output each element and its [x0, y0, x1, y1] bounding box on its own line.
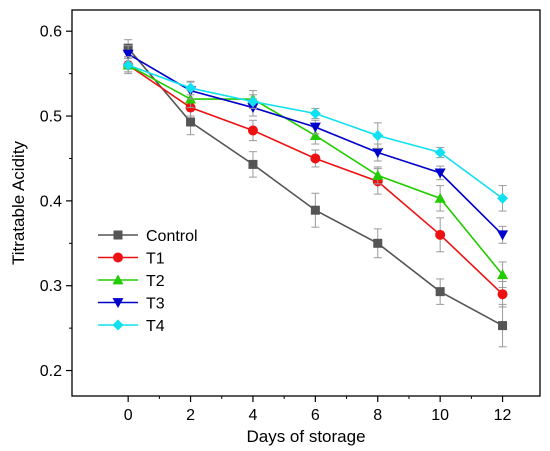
- series-line: [127, 47, 503, 327]
- data-point: [497, 192, 509, 204]
- legend-label: T3: [146, 296, 165, 313]
- data-point: [372, 130, 384, 142]
- data-point: [309, 107, 321, 119]
- y-tick-label: 0.2: [40, 363, 62, 380]
- data-point: [185, 82, 197, 94]
- data-point: [497, 269, 509, 280]
- data-point: [372, 148, 384, 159]
- y-axis: 0.2 0.3 0.4 0.5 0.6: [40, 24, 72, 380]
- series-t4: [122, 56, 509, 212]
- data-point: [373, 238, 383, 248]
- data-point: [186, 117, 196, 127]
- series-layer: [122, 39, 509, 348]
- x-tick-label: 12: [494, 407, 512, 424]
- data-point: [310, 205, 320, 215]
- legend-label: Control: [146, 228, 198, 245]
- data-point: [247, 125, 258, 136]
- data-point: [434, 168, 446, 179]
- x-tick-label: 2: [186, 407, 195, 424]
- y-tick-label: 0.6: [40, 24, 62, 41]
- legend-item-t1: T1: [98, 251, 165, 268]
- series-control: [123, 39, 508, 348]
- legend-marker: [113, 252, 123, 263]
- data-point: [122, 49, 134, 60]
- data-point: [435, 229, 446, 240]
- legend-label: T1: [146, 251, 165, 268]
- data-point: [434, 147, 446, 159]
- y-tick-label: 0.5: [40, 109, 62, 126]
- legend-marker: [112, 298, 124, 308]
- x-axis-title: Days of storage: [246, 427, 365, 446]
- legend: Control T1 T2 T3 T4: [98, 228, 198, 335]
- legend-marker: [112, 274, 124, 285]
- series-t2: [122, 57, 509, 288]
- x-tick-label: 0: [124, 407, 133, 424]
- legend-label: T4: [146, 318, 165, 335]
- data-point: [497, 230, 509, 241]
- data-point: [309, 122, 321, 133]
- data-point: [247, 96, 259, 108]
- legend-label: T2: [146, 273, 165, 290]
- x-tick-label: 8: [373, 407, 382, 424]
- data-point: [310, 153, 321, 164]
- y-axis-title: Titratable Acidity: [9, 140, 28, 265]
- legend-item-t3: T3: [98, 296, 165, 313]
- y-tick-label: 0.4: [40, 193, 62, 210]
- data-point: [372, 169, 384, 180]
- y-tick-label: 0.3: [40, 278, 62, 295]
- x-tick-label: 10: [431, 407, 449, 424]
- legend-marker: [113, 230, 123, 240]
- data-point: [434, 192, 446, 203]
- data-point: [498, 321, 508, 331]
- data-point: [248, 159, 258, 169]
- legend-marker: [112, 319, 124, 331]
- data-point: [497, 289, 508, 300]
- legend-item-t4: T4: [98, 318, 165, 335]
- legend-item-control: Control: [98, 228, 198, 245]
- x-axis: 0 2 4 6 8 10 12: [124, 396, 512, 424]
- data-point: [309, 130, 321, 140]
- legend-item-t2: T2: [98, 273, 165, 290]
- x-tick-label: 6: [311, 407, 320, 424]
- plot-area-frame: [71, 9, 541, 397]
- x-tick-label: 4: [249, 407, 258, 424]
- data-point: [435, 287, 445, 297]
- data-point: [122, 59, 134, 71]
